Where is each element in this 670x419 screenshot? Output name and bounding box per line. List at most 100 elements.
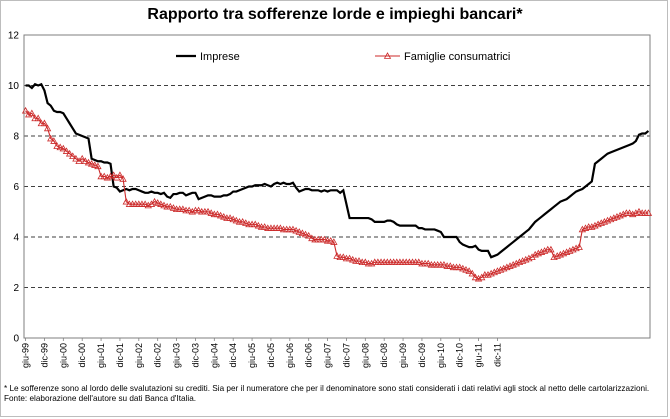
data-point <box>213 210 222 218</box>
data-point <box>355 257 363 264</box>
data-point <box>47 134 55 142</box>
x-tick-label: dic-06 <box>304 343 314 368</box>
data-point <box>635 207 643 215</box>
data-point <box>597 219 605 226</box>
data-point <box>157 200 165 207</box>
data-point <box>220 212 228 220</box>
data-point <box>575 243 583 250</box>
data-point <box>40 119 49 127</box>
data-point <box>591 221 599 229</box>
data-point <box>103 173 112 181</box>
data-point <box>72 154 80 162</box>
legend: Imprese Famiglie consumatrici <box>176 51 510 63</box>
data-point <box>531 250 539 258</box>
y-tick-label: 10 <box>8 81 20 92</box>
x-tick-label: dic-04 <box>228 343 238 368</box>
data-point <box>179 205 187 213</box>
data-point <box>456 263 464 271</box>
data-point <box>632 209 640 216</box>
x-tick-label: dic-01 <box>115 343 125 368</box>
data-point <box>496 266 505 273</box>
x-tick-label: dic-10 <box>455 343 465 368</box>
data-point <box>572 244 580 252</box>
data-point <box>606 215 615 223</box>
x-tick-label: giu-02 <box>134 343 144 368</box>
data-point <box>43 124 52 132</box>
data-point <box>242 219 250 226</box>
data-point <box>487 269 495 277</box>
data-point <box>100 172 108 180</box>
data-point <box>339 253 347 261</box>
data-point <box>465 267 473 274</box>
y-tick-label: 8 <box>13 132 19 143</box>
data-point <box>556 250 565 258</box>
data-point <box>629 210 637 218</box>
source-text: Fonte: elaborazione dell'autore su dati … <box>4 394 197 403</box>
data-point <box>185 206 193 214</box>
data-point <box>21 106 30 114</box>
data-point <box>330 238 338 245</box>
x-tick-label: dic-05 <box>266 343 276 368</box>
data-point <box>59 144 68 152</box>
data-point <box>160 201 168 209</box>
data-point <box>600 218 609 225</box>
data-point <box>94 162 102 170</box>
data-point <box>345 254 354 262</box>
data-point <box>569 245 577 253</box>
series-famiglie <box>21 106 653 282</box>
data-point <box>260 223 269 230</box>
legend-marker-famiglie <box>383 52 392 59</box>
data-point <box>349 255 357 263</box>
x-tick-label: giu-10 <box>436 343 446 368</box>
data-point <box>188 207 196 215</box>
data-point <box>292 226 300 234</box>
data-point <box>509 260 517 268</box>
data-point <box>468 269 476 277</box>
data-point <box>553 252 561 259</box>
data-point <box>226 214 234 221</box>
data-point <box>361 258 369 266</box>
data-point <box>525 254 533 262</box>
data-point <box>367 259 376 267</box>
data-point <box>122 197 130 205</box>
data-point <box>65 149 74 157</box>
x-tick-label: giu-00 <box>58 343 68 368</box>
data-point <box>471 273 480 281</box>
x-tick-label: dic-03 <box>190 343 200 368</box>
data-point <box>119 175 127 182</box>
data-point <box>333 252 341 259</box>
data-point <box>462 266 470 273</box>
data-point <box>141 200 149 207</box>
line-chart: 0 2 4 6 8 10 12 giu-99 dic-99 giu-00 dic-00 giu-01 d… <box>8 31 653 368</box>
x-tick-label: giu-06 <box>285 343 295 368</box>
series-layer <box>21 82 653 282</box>
data-point <box>616 211 624 219</box>
data-point <box>506 262 514 269</box>
data-point <box>298 229 307 237</box>
data-point <box>547 245 555 253</box>
data-point <box>194 206 203 214</box>
data-point <box>559 249 568 257</box>
data-point <box>229 215 237 223</box>
legend-label-famiglie: Famiglie consumatrici <box>404 51 510 63</box>
data-point <box>109 171 118 178</box>
data-point <box>91 161 99 168</box>
x-tick-label: giu-05 <box>247 343 257 368</box>
data-point <box>594 220 602 228</box>
legend-label-imprese: Imprese <box>200 51 240 63</box>
x-tick-label: giu-01 <box>96 343 106 368</box>
data-point <box>78 154 86 162</box>
data-point <box>62 147 71 154</box>
data-point <box>207 209 215 216</box>
y-tick-label: 0 <box>13 334 19 345</box>
x-tick-label: dic-09 <box>417 343 427 368</box>
data-point <box>69 152 77 160</box>
data-point <box>440 260 448 268</box>
x-tick-label: dic-00 <box>77 343 87 368</box>
data-point <box>87 159 96 167</box>
data-point <box>50 137 58 144</box>
data-point <box>540 247 549 254</box>
y-tick-label: 12 <box>8 31 20 42</box>
data-point <box>490 268 498 276</box>
series-line <box>25 82 650 259</box>
